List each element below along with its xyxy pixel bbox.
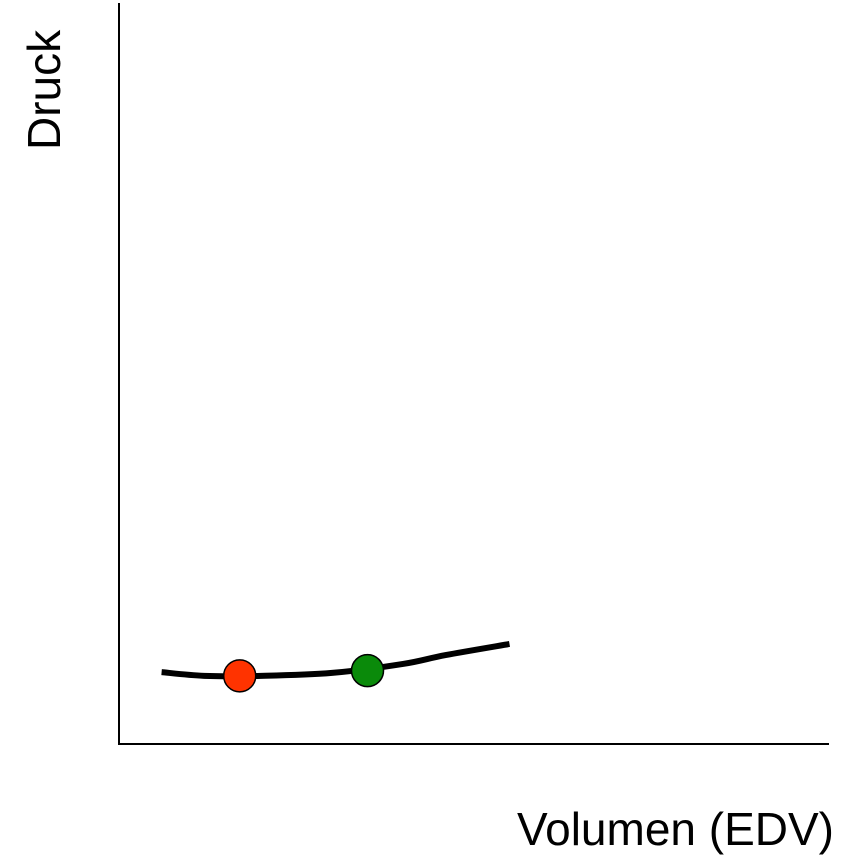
points-layer [222,653,385,693]
red-point-marker [222,659,257,693]
pressure-volume-curve [161,641,511,680]
y-axis-label: Druck [18,29,70,150]
curve-layer [161,641,511,680]
x-axis-label: Volumen (EDV) [517,803,834,855]
green-point-marker [350,653,385,688]
